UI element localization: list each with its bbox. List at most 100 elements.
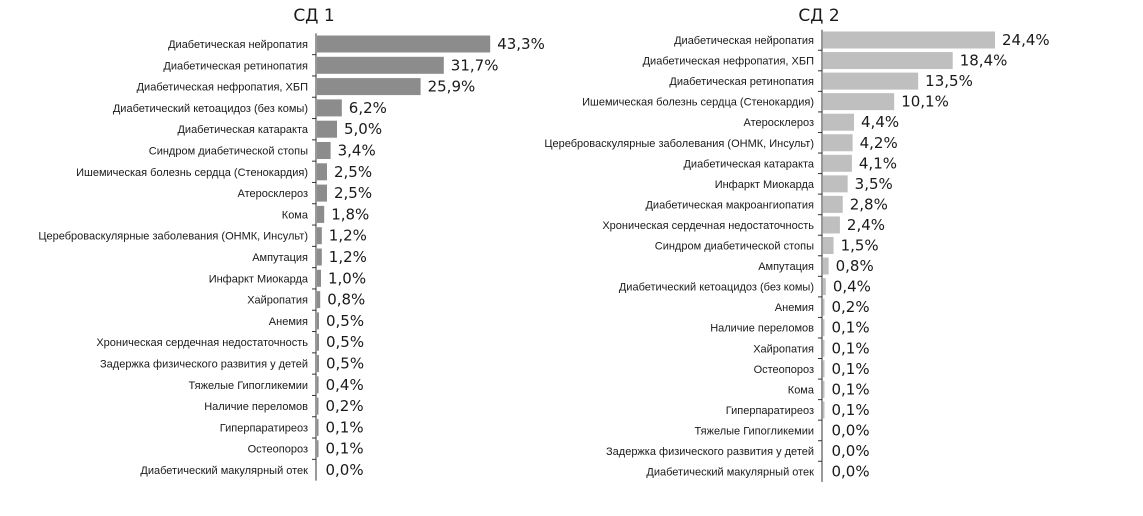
- bar: [823, 339, 825, 357]
- category-label: Диабетический кетоацидоз (без комы): [113, 103, 308, 115]
- category-label: Задержка физического развития у детей: [606, 446, 814, 458]
- category-label: Диабетический макулярный отек: [646, 467, 814, 479]
- value-label: 0,1%: [326, 418, 364, 436]
- value-label: 0,5%: [326, 355, 364, 373]
- bar: [317, 376, 319, 394]
- bar: [317, 99, 342, 117]
- panel-title-sd1: СД 1: [293, 6, 334, 26]
- value-label: 3,5%: [855, 175, 893, 193]
- category-label: Ишемическая болезнь сердца (Стенокардия): [582, 97, 814, 109]
- bar: [823, 52, 953, 70]
- category-label: Остеопороз: [754, 364, 814, 376]
- category-label: Инфаркт Миокарда: [715, 179, 815, 191]
- category-label: Диабетическая ретинопатия: [669, 76, 814, 88]
- category-label: Ампутация: [252, 252, 308, 264]
- bar: [317, 56, 444, 74]
- panel-title-sd2: СД 2: [798, 6, 839, 26]
- category-label: Ампутация: [758, 261, 814, 273]
- value-label: 0,1%: [832, 401, 870, 419]
- category-label: Тяжелые Гипогликемии: [695, 425, 814, 437]
- value-label: 10,1%: [901, 93, 949, 111]
- value-label: 0,2%: [326, 397, 364, 415]
- value-label: 13,5%: [925, 72, 973, 90]
- bar: [823, 319, 825, 337]
- bar: [823, 72, 919, 90]
- value-label: 1,0%: [328, 269, 366, 287]
- value-label: 2,4%: [847, 216, 885, 234]
- value-label: 1,8%: [331, 205, 369, 223]
- category-label: Тяжелые Гипогликемии: [189, 380, 308, 392]
- value-label: 0,0%: [832, 442, 870, 460]
- bar: [317, 78, 421, 96]
- bar: [823, 134, 853, 152]
- category-label: Диабетический макулярный отек: [140, 465, 308, 477]
- bar: [317, 269, 321, 287]
- category-label: Диабетическая катаракта: [177, 124, 308, 136]
- category-label: Синдром диабетической стопы: [149, 146, 308, 158]
- category-label: Диабетическая нефропатия, ХБП: [643, 56, 814, 68]
- bar: [317, 142, 331, 159]
- category-label: Ишемическая болезнь сердца (Стенокардия): [76, 167, 308, 179]
- panel-sd1: СД 1 Диабетическая нейропатия 43,3% Диабет…: [38, 6, 545, 481]
- bar: [823, 298, 825, 316]
- value-label: 31,7%: [451, 56, 499, 74]
- value-label: 0,0%: [832, 463, 870, 481]
- category-label: Диабетическая макроангиопатия: [645, 199, 814, 211]
- category-label: Диабетическая нейропатия: [168, 39, 308, 51]
- bar: [317, 355, 319, 372]
- bar: [823, 237, 834, 254]
- value-label: 1,2%: [329, 227, 367, 245]
- value-label: 6,2%: [349, 99, 387, 117]
- value-label: 4,2%: [860, 134, 898, 152]
- value-label: 0,1%: [832, 339, 870, 357]
- category-label: Диабетическая катаракта: [683, 158, 814, 170]
- bar: [823, 31, 996, 49]
- value-label: 0,8%: [836, 257, 874, 275]
- category-label: Гиперпаратиреоз: [726, 405, 814, 417]
- category-label: Наличие переломов: [204, 401, 308, 413]
- value-label: 2,5%: [334, 184, 372, 202]
- bar: [823, 360, 825, 378]
- bar: [823, 195, 843, 213]
- category-label: Задержка физического развития у детей: [100, 359, 308, 371]
- value-label: 43,3%: [497, 35, 545, 53]
- value-label: 3,4%: [338, 142, 376, 160]
- category-label: Диабетическая нейропатия: [674, 35, 814, 47]
- bar: [823, 401, 825, 419]
- bar: [317, 35, 491, 53]
- value-label: 0,1%: [832, 360, 870, 378]
- category-label: Атеросклероз: [744, 117, 815, 129]
- value-label: 0,5%: [326, 333, 364, 351]
- category-label: Синдром диабетической стопы: [655, 241, 814, 253]
- bar: [823, 278, 826, 296]
- value-label: 0,8%: [327, 291, 365, 309]
- bar: [317, 291, 321, 309]
- bar: [317, 120, 337, 138]
- bar: [823, 380, 825, 398]
- bar: [823, 113, 855, 131]
- value-label: 4,4%: [861, 113, 899, 131]
- category-label: Цереброваскулярные заболевания (ОНМК, Ин…: [544, 138, 814, 150]
- bar: [317, 184, 327, 202]
- value-label: 4,1%: [859, 154, 897, 172]
- category-label: Анемия: [775, 302, 814, 314]
- bar: [823, 93, 895, 111]
- bar: [823, 175, 848, 193]
- value-label: 2,8%: [850, 195, 888, 213]
- value-label: 0,0%: [832, 421, 870, 439]
- bar: [317, 333, 319, 351]
- bar: [317, 248, 322, 266]
- value-label: 0,2%: [832, 298, 870, 316]
- category-label: Гиперпаратиреоз: [220, 422, 308, 434]
- category-label: Хайропатия: [247, 295, 308, 307]
- value-label: 0,1%: [326, 440, 364, 458]
- bar: [317, 227, 322, 245]
- value-label: 5,0%: [344, 120, 382, 138]
- panel-sd2: СД 2 Диабетическая нейропатия 24,4% Диабет…: [544, 6, 1050, 482]
- value-label: 1,2%: [329, 248, 367, 266]
- bar: [317, 397, 319, 415]
- category-label: Хайропатия: [753, 343, 814, 355]
- bar: [317, 205, 325, 223]
- bar: [317, 163, 327, 181]
